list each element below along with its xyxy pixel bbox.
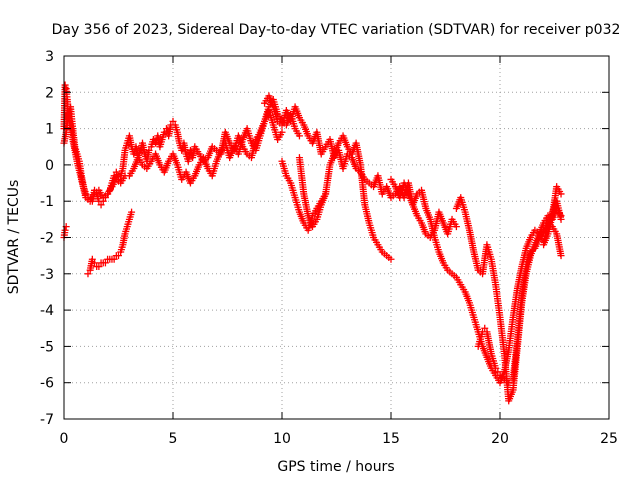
data-point [169,117,177,125]
y-tick-label: -2 [40,231,54,247]
data-point [88,255,96,263]
y-tick-label: -4 [40,303,54,319]
data-point [95,263,103,271]
data-point [61,226,69,234]
x-axis-label: GPS time / hours [277,459,394,475]
y-tick-label: 0 [45,158,54,174]
chart-title: Day 356 of 2023, Sidereal Day-to-day VTE… [52,22,621,38]
y-tick-label: -5 [40,339,54,355]
data-point [101,259,109,267]
data-point [557,215,565,223]
data-point [322,190,330,198]
x-tick-label: 5 [169,431,178,447]
data-point [91,259,99,267]
y-tick-label: 3 [45,49,54,65]
data-point [387,255,395,263]
y-tick-labels: 3 2 1 0 -1 -2 -3 -4 -5 -6 -7 [40,49,54,428]
data-point [110,255,118,263]
y-tick-label: -3 [40,267,54,283]
data-point [128,208,136,216]
data-point [557,190,565,198]
data-point [481,324,489,332]
y-tick-label: 2 [45,85,54,101]
y-tick-label: -6 [40,376,54,392]
data-point [557,252,565,260]
x-tick-labels: 0 5 10 15 20 25 [60,431,618,447]
data-point [115,252,122,260]
x-tick-label: 20 [491,431,509,447]
data-point [494,368,502,376]
x-tick-label: 10 [273,431,291,447]
y-tick-label: -7 [40,412,54,428]
grid-lines [64,56,609,419]
y-tick-label: 1 [45,122,54,138]
x-tick-label: 0 [60,431,69,447]
data-points [60,81,565,405]
y-tick-label: -1 [40,194,54,210]
data-point [145,146,153,154]
data-point [492,364,500,372]
data-point [278,128,286,136]
data-point [97,201,105,209]
data-point [61,81,69,89]
x-tick-label: 15 [382,431,400,447]
x-tick-label: 25 [600,431,618,447]
axis-ticks [63,55,610,420]
data-point [452,223,460,231]
data-point [295,132,303,140]
data-point [84,270,92,278]
data-point [505,379,513,387]
y-axis-label: SDTVAR / TECUs [6,180,22,295]
